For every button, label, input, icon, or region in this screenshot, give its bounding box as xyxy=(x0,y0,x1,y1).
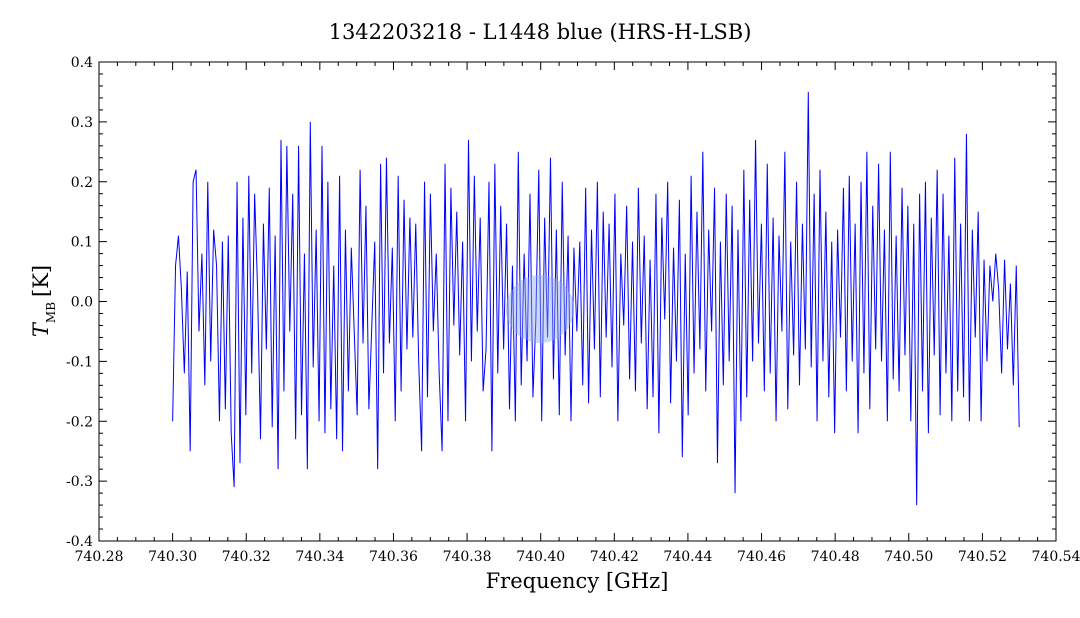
plot-area xyxy=(98,61,1057,542)
y-tick-label: 0.2 xyxy=(71,175,93,191)
x-tick-label: 740.32 xyxy=(222,549,271,565)
x-tick-label: 740.52 xyxy=(958,549,1007,565)
x-tick-label: 740.48 xyxy=(811,549,860,565)
y-tick-label: -0.3 xyxy=(66,474,93,490)
y-tick-label: -0.4 xyxy=(66,534,93,550)
x-axis-tick-labels: 740.28 740.30 740.32 740.34 740.36 740.38 740.… xyxy=(75,549,1080,565)
y-axis-ticks xyxy=(99,61,1056,542)
x-tick-label: 740.34 xyxy=(295,549,344,565)
x-tick-label: 740.30 xyxy=(148,549,197,565)
x-tick-label: 740.44 xyxy=(663,549,712,565)
y-tick-label: 0.3 xyxy=(71,115,93,131)
x-tick-label: 740.42 xyxy=(590,549,639,565)
x-axis-label: Frequency [GHz] xyxy=(486,569,669,593)
chart-title: 1342203218 - L1448 blue (HRS-H-LSB) xyxy=(329,20,752,44)
x-tick-label: 740.36 xyxy=(369,549,418,565)
x-tick-label: 740.40 xyxy=(516,549,565,565)
y-tick-label: -0.2 xyxy=(66,414,93,430)
y-axis-label: TMB [K] xyxy=(29,265,58,337)
y-tick-label: 0.4 xyxy=(71,55,93,71)
svg-text:TMB[K]: TMB [K] xyxy=(29,265,58,337)
y-tick-label: 0.1 xyxy=(71,235,93,251)
x-tick-label: 740.28 xyxy=(75,549,124,565)
x-tick-label: 740.50 xyxy=(884,549,933,565)
y-tick-label: -0.1 xyxy=(66,354,93,370)
y-axis-label-main: T xyxy=(29,321,53,337)
x-tick-label: 740.38 xyxy=(443,549,492,565)
x-tick-label: 740.46 xyxy=(737,549,786,565)
cursor-highlight xyxy=(506,275,574,343)
y-axis-tick-labels: -0.4 -0.3 -0.2 -0.1 0.0 0.1 0.2 0.3 0.4 xyxy=(66,55,93,550)
x-tick-label: 740.54 xyxy=(1032,549,1080,565)
y-tick-label: 0.0 xyxy=(71,295,93,311)
series-line-0 xyxy=(172,91,1020,506)
y-axis-label-subscript: MB xyxy=(44,302,58,323)
x-axis-ticks xyxy=(98,62,1057,541)
series-group xyxy=(172,91,1020,506)
y-axis-label-unit: [K] xyxy=(29,265,53,297)
